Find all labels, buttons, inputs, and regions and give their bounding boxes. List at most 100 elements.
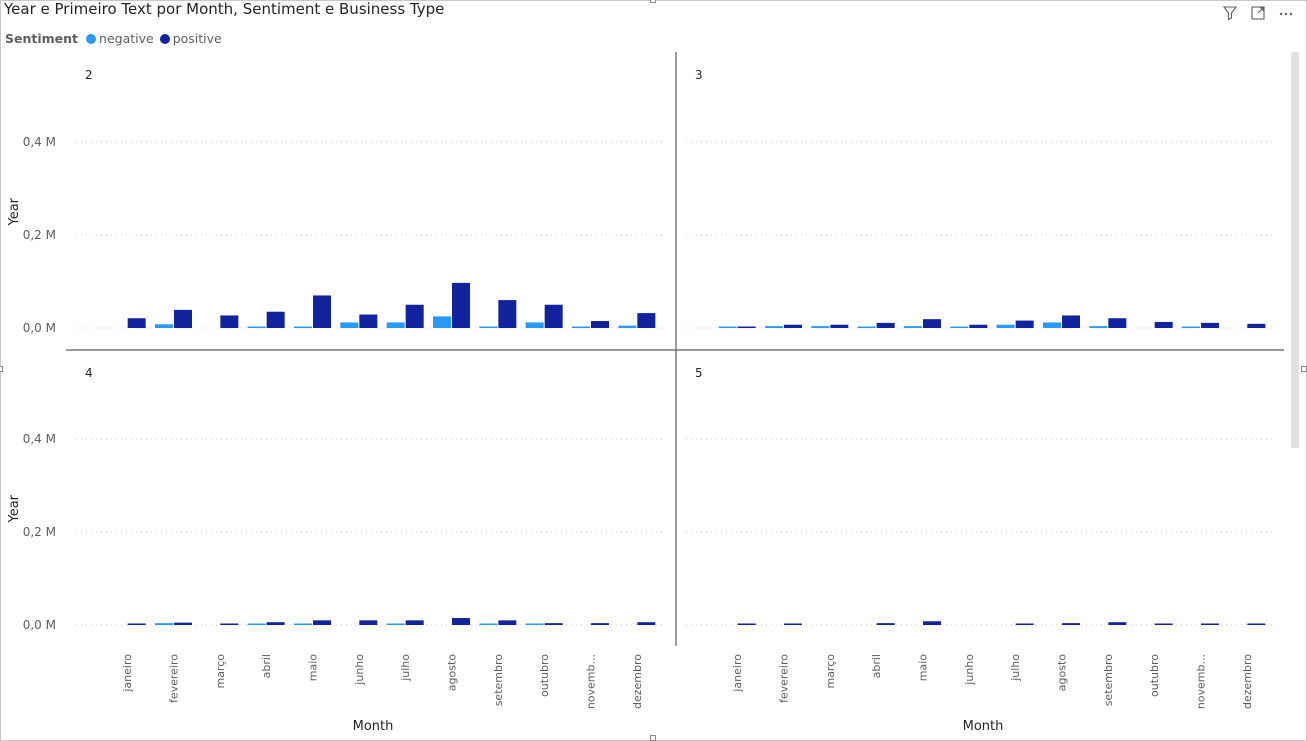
bar-negative-abril bbox=[857, 326, 876, 328]
bar-negative-maro bbox=[811, 326, 830, 328]
x-tick-label: outubro bbox=[538, 654, 551, 697]
x-tick-label: junho bbox=[353, 654, 366, 686]
bar-positive-julho bbox=[1015, 320, 1034, 328]
bar-positive-fevereiro bbox=[784, 623, 802, 625]
bar-positive-fevereiro bbox=[174, 309, 192, 328]
bar-positive-abril bbox=[266, 622, 285, 625]
bar-positive-setembro bbox=[1108, 622, 1127, 625]
bar-positive-setembro bbox=[498, 620, 517, 625]
focus-mode-icon[interactable] bbox=[1249, 4, 1267, 22]
x-tick-label: maio bbox=[307, 654, 320, 682]
panel-label-2: 2 bbox=[85, 68, 93, 82]
x-tick-label: agosto bbox=[446, 654, 459, 691]
bar-positive-maro bbox=[830, 324, 849, 328]
y-axis-title: Year bbox=[7, 197, 22, 226]
bar-positive-julho bbox=[405, 304, 424, 328]
bar-negative-julho bbox=[386, 623, 405, 625]
y-tick-label: 0,2 M bbox=[23, 228, 56, 242]
legend: Sentiment negative positive bbox=[5, 31, 228, 46]
bar-negative-junho bbox=[950, 326, 969, 328]
bar-positive-abril bbox=[266, 311, 285, 328]
x-tick-label: abril bbox=[260, 654, 273, 678]
x-axis-title: Month bbox=[963, 719, 1004, 734]
x-tick-label: janeiro bbox=[121, 654, 134, 693]
bar-positive-dezembro bbox=[637, 622, 656, 625]
x-tick-label: maio bbox=[917, 654, 930, 682]
bar-positive-novemb bbox=[1201, 623, 1219, 625]
bar-positive-julho bbox=[405, 620, 424, 625]
y-tick-label: 0,0 M bbox=[23, 321, 56, 335]
resize-handle-left[interactable] bbox=[0, 366, 3, 372]
bar-positive-agosto bbox=[452, 618, 470, 625]
x-tick-label: outubro bbox=[1148, 654, 1161, 697]
bar-negative-setembro bbox=[479, 326, 498, 328]
bar-negative-julho bbox=[996, 324, 1015, 328]
bar-negative-novemb bbox=[1182, 326, 1200, 328]
legend-dot-positive bbox=[159, 33, 170, 44]
bar-negative-outubro bbox=[525, 623, 544, 625]
bar-positive-outubro bbox=[1154, 623, 1173, 625]
legend-item-positive[interactable]: positive bbox=[159, 31, 222, 46]
resize-handle-bottom[interactable] bbox=[650, 735, 656, 741]
vertical-scrollbar[interactable] bbox=[1291, 52, 1299, 448]
bar-negative-julho bbox=[386, 322, 405, 328]
bar-positive-junho bbox=[359, 314, 378, 328]
bar-negative-outubro bbox=[525, 322, 544, 328]
bar-positive-dezembro bbox=[1247, 623, 1266, 625]
more-options-icon[interactable] bbox=[1277, 4, 1295, 22]
bar-positive-fevereiro bbox=[784, 324, 802, 328]
y-tick-label: 0,4 M bbox=[23, 432, 56, 446]
x-tick-label: setembro bbox=[1102, 654, 1115, 707]
y-tick-label: 0,0 M bbox=[23, 618, 56, 632]
panel-label-5: 5 bbox=[695, 366, 703, 380]
bar-positive-junho bbox=[969, 324, 988, 328]
bar-positive-setembro bbox=[1108, 318, 1127, 328]
legend-title: Sentiment bbox=[5, 31, 79, 46]
bar-negative-novemb bbox=[572, 326, 590, 328]
bar-positive-maio bbox=[313, 295, 331, 328]
legend-item-negative[interactable]: negative bbox=[86, 31, 154, 46]
x-tick-label: novemb... bbox=[585, 654, 598, 709]
x-tick-label: julho bbox=[399, 654, 412, 682]
bar-positive-maio bbox=[923, 319, 941, 328]
y-tick-label: 0,2 M bbox=[23, 525, 56, 539]
bar-negative-maio bbox=[294, 326, 312, 328]
x-axis-title: Month bbox=[353, 719, 394, 734]
bar-negative-junho bbox=[340, 322, 359, 328]
bar-negative-abril bbox=[247, 623, 266, 625]
x-tick-label: junho bbox=[963, 654, 976, 686]
bar-positive-agosto bbox=[1062, 623, 1080, 625]
bar-negative-setembro bbox=[1089, 326, 1108, 328]
bar-positive-novemb bbox=[1201, 322, 1219, 328]
resize-handle-right[interactable] bbox=[1301, 366, 1307, 372]
bar-positive-maio bbox=[313, 620, 331, 625]
panel-label-4: 4 bbox=[85, 366, 93, 380]
x-tick-label: julho bbox=[1009, 654, 1022, 682]
bar-positive-dezembro bbox=[637, 313, 656, 328]
bar-positive-janeiro bbox=[737, 623, 756, 625]
filter-icon[interactable] bbox=[1221, 4, 1239, 22]
bar-positive-janeiro bbox=[127, 318, 146, 328]
panel-label-3: 3 bbox=[695, 68, 703, 82]
x-tick-label: fevereiro bbox=[778, 654, 791, 703]
bar-positive-novemb bbox=[591, 321, 609, 328]
legend-dot-negative bbox=[86, 33, 97, 44]
bar-positive-fevereiro bbox=[174, 622, 192, 625]
chart-title: Year e Primeiro Text por Month, Sentimen… bbox=[4, 0, 445, 18]
bar-negative-setembro bbox=[479, 623, 498, 625]
bar-positive-outubro bbox=[544, 304, 563, 328]
x-tick-label: março bbox=[824, 654, 837, 689]
bar-positive-outubro bbox=[1154, 321, 1173, 328]
x-tick-label: março bbox=[214, 654, 227, 689]
bar-negative-janeiro bbox=[718, 326, 737, 328]
resize-handle-top[interactable] bbox=[650, 0, 656, 3]
bar-positive-dezembro bbox=[1247, 323, 1266, 328]
x-tick-label: setembro bbox=[492, 654, 505, 707]
bar-positive-abril bbox=[876, 623, 895, 625]
bar-positive-janeiro bbox=[737, 326, 756, 328]
bar-negative-maio bbox=[294, 623, 312, 625]
bar-positive-outubro bbox=[544, 623, 563, 625]
bar-positive-maio bbox=[923, 621, 941, 625]
x-tick-label: agosto bbox=[1056, 654, 1069, 691]
